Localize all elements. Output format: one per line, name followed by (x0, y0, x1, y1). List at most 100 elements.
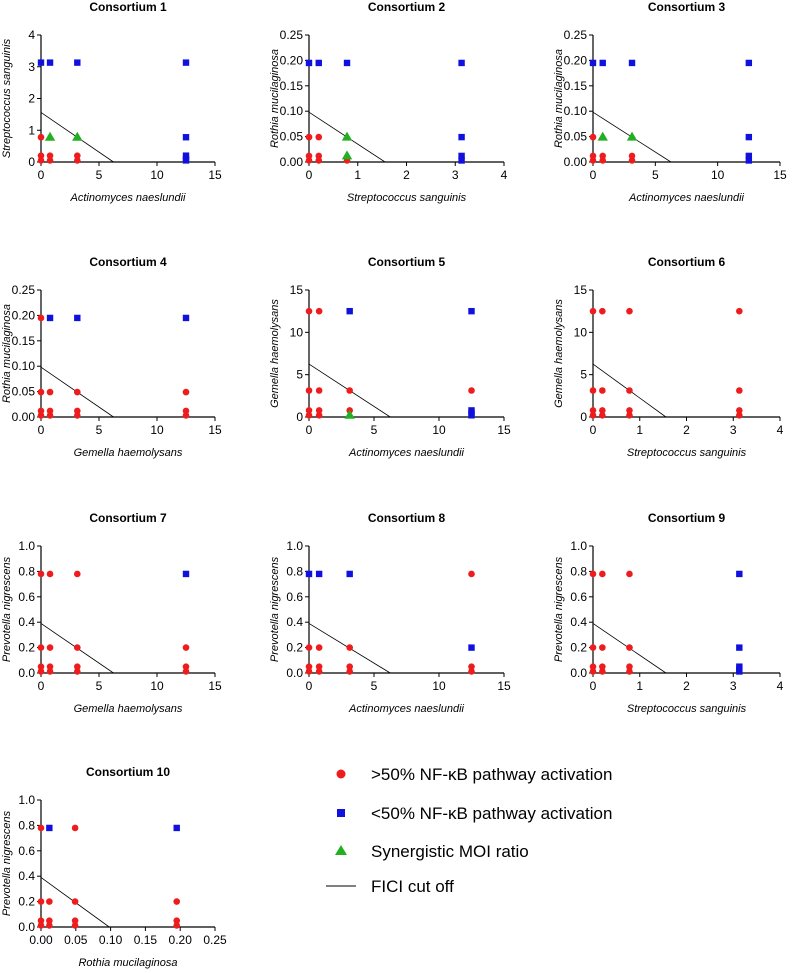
red-point (589, 663, 597, 670)
x-tick-label: 2 (403, 168, 410, 182)
x-tick-label: 0.25 (203, 933, 227, 947)
x-tick-label: 15 (773, 168, 787, 182)
red-point (599, 668, 606, 675)
green-point (626, 131, 638, 141)
y-tick-label: 0.05 (12, 385, 36, 399)
legend-green-triangle-marker (335, 845, 347, 855)
red-point (626, 407, 633, 414)
x-tick-label: 3 (730, 679, 737, 693)
y-tick-label: 0.6 (18, 844, 35, 858)
x-tick-label: 0 (306, 423, 313, 437)
chart-consortium-9: Consortium 9 0 1 2 3 4 0.0 0.2 0.4 0.6 0.8 1.0 Strep… (553, 511, 784, 715)
red-point (589, 668, 597, 675)
red-point (71, 922, 79, 929)
x-tick-label: 3 (452, 168, 459, 182)
x-tick-label: 1 (354, 168, 361, 182)
x-tick-label: 2 (683, 679, 690, 693)
blue-point (745, 157, 753, 164)
red-point (599, 570, 606, 578)
x-tick-label: 5 (96, 679, 103, 693)
blue-point (736, 644, 743, 651)
red-point (305, 133, 313, 141)
x-tick-label: 15 (208, 168, 222, 182)
x-tick-label: 3 (730, 423, 737, 437)
red-point (37, 412, 45, 419)
y-axis-label: Prevotella nigrescens (1, 810, 13, 916)
y-axis-label: Streptococcus sanguinis (1, 38, 13, 158)
blue-point (458, 133, 465, 141)
blue-point (315, 59, 322, 67)
blue-point (46, 59, 54, 66)
y-tick-label: 0.10 (564, 104, 588, 118)
chart-consortium-4: Consortium 4 0 5 10 15 0.00 0.05 0.10 0.15 0.20 0.… (1, 255, 222, 459)
y-tick-label: 0.05 (280, 130, 304, 144)
blue-point (599, 59, 606, 67)
chart-title: Consortium 3 (648, 0, 726, 14)
x-tick-label: 10 (150, 679, 164, 693)
x-tick-label: 2 (683, 423, 690, 437)
red-point (315, 644, 323, 651)
x-tick-label: 5 (652, 168, 659, 182)
x-axis-label: Actinomyces naeslundii (348, 447, 465, 459)
red-point (74, 152, 81, 159)
red-point (315, 668, 323, 675)
y-axis-label: Prevotella nigrescens (553, 556, 565, 662)
red-point (589, 157, 597, 164)
y-tick-label: 0.0 (18, 666, 35, 680)
red-point (305, 412, 313, 419)
red-point (626, 412, 633, 419)
red-point (182, 388, 190, 396)
x-tick-label: 15 (497, 679, 511, 693)
blue-point (346, 307, 353, 315)
red-point (305, 407, 313, 414)
y-tick-label: 0.10 (12, 359, 36, 373)
red-point (599, 307, 606, 315)
blue-point (468, 307, 475, 315)
red-point (46, 663, 54, 670)
blue-point (182, 570, 190, 578)
y-axis-label: Prevotella nigrescens (1, 556, 13, 662)
chart-title: Consortium 10 (86, 765, 170, 779)
x-tick-label: 10 (711, 168, 725, 182)
red-point (736, 407, 743, 414)
chart-consortium-8: Consortium 8 0 5 10 15 0.0 0.2 0.4 0.6 0.8 1.0 Acti… (269, 511, 511, 715)
y-tick-label: 15 (290, 283, 304, 297)
red-point (628, 157, 636, 164)
x-tick-label: 0.05 (64, 933, 88, 947)
y-tick-label: 0.8 (286, 564, 303, 578)
y-tick-label: 1.0 (570, 539, 587, 553)
y-axis-label: Rothia mucilaginosa (553, 49, 565, 148)
red-point (346, 387, 353, 394)
chart-consortium-1: Consortium 1 0 5 10 15 0 1 2 3 4 Actinomyces naesl… (1, 0, 222, 204)
blue-point (468, 644, 475, 651)
red-point (37, 663, 45, 670)
y-tick-label: 0.15 (12, 334, 36, 348)
x-tick-label: 0 (38, 423, 45, 437)
red-point (599, 663, 606, 670)
blue-point (173, 824, 180, 832)
y-axis-label: Gemella haemolysans (269, 299, 281, 408)
chart-title: Consortium 7 (89, 511, 167, 525)
y-tick-label: 0.2 (18, 895, 35, 909)
red-point (305, 157, 313, 164)
blue-point (458, 59, 465, 67)
green-point (341, 131, 353, 141)
y-tick-label: 0.05 (564, 130, 588, 144)
chart-title: Consortium 6 (648, 255, 726, 269)
red-point (626, 570, 633, 578)
x-tick-label: 0.20 (169, 933, 193, 947)
blue-point (74, 314, 81, 322)
red-point (589, 152, 597, 160)
blue-point (305, 570, 313, 578)
red-point (599, 644, 606, 651)
x-axis-label: Streptococcus sanguinis (627, 703, 747, 715)
y-tick-label: 0.0 (570, 666, 587, 680)
x-tick-label: 0.10 (99, 933, 123, 947)
red-point (599, 157, 607, 164)
y-tick-label: 0.0 (286, 666, 303, 680)
red-point (315, 407, 323, 414)
red-point (315, 412, 323, 419)
x-axis-label: Actinomyces naeslundii (348, 703, 465, 715)
x-tick-label: 0 (590, 168, 597, 182)
x-tick-label: 15 (208, 423, 222, 437)
